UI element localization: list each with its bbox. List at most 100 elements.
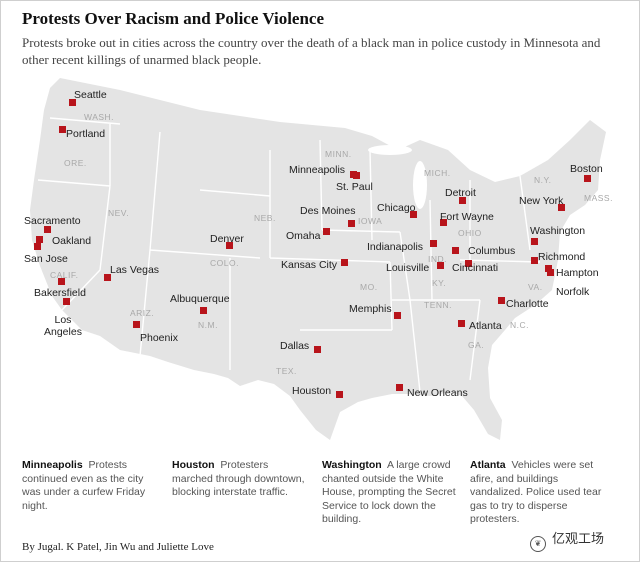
watermark-text: 亿观工场 (552, 531, 605, 546)
city-marker (458, 320, 465, 327)
city-marker (44, 226, 51, 233)
city-marker (531, 257, 538, 264)
city-marker (104, 274, 111, 281)
state-label: TENN. (424, 300, 452, 310)
state-label: WASH. (84, 112, 115, 122)
city-marker (437, 262, 444, 269)
state-label: N.M. (198, 320, 218, 330)
city-label: Richmond (538, 251, 586, 263)
state-label: MICH. (424, 168, 451, 178)
state-label: GA. (468, 340, 485, 350)
state-label: MO. (360, 282, 378, 292)
state-label: TEX. (276, 366, 297, 376)
city-marker (323, 228, 330, 235)
city-label: Charlotte (506, 298, 549, 310)
city-marker (410, 211, 417, 218)
city-label: Cincinnati (452, 262, 499, 274)
city-label: Hampton (556, 267, 599, 279)
state-label: NEV. (108, 208, 130, 218)
city-label: Washington (530, 225, 586, 237)
city-label: Omaha (286, 230, 321, 242)
city-marker (545, 265, 552, 272)
state-label: ARIZ. (130, 308, 155, 318)
state-label: ORE. (64, 158, 87, 168)
city-label: Memphis (349, 303, 392, 315)
city-label: Bakersfield (34, 287, 86, 299)
note-city: Washington (322, 459, 382, 471)
state-label: N.C. (510, 320, 529, 330)
city-marker (36, 236, 43, 243)
city-marker (353, 172, 360, 179)
city-label: Houston (292, 385, 332, 397)
city-label: Portland (66, 128, 106, 140)
city-marker (459, 197, 466, 204)
city-label: Phoenix (140, 332, 178, 344)
byline: By Jugal. K Patel, Jin Wu and Juliette L… (22, 541, 214, 553)
city-label: Des Moines (300, 205, 356, 217)
note-city: Atlanta (470, 459, 506, 471)
wechat-icon: ❦ (530, 536, 546, 552)
lake-superior (368, 145, 412, 155)
lake-michigan (413, 161, 427, 209)
note-houston: Houston Protesters marched through downt… (172, 459, 307, 500)
city-label: Oakland (52, 235, 92, 247)
city-label: Atlanta (469, 320, 502, 332)
note-city: Houston (172, 459, 215, 471)
state-label: OHIO (458, 228, 482, 238)
state-label: MASS. (584, 193, 613, 203)
city-marker (336, 391, 343, 398)
note-city: Minneapolis (22, 459, 83, 471)
city-label: St. Paul (336, 181, 373, 193)
state-label: IND. (428, 254, 447, 264)
state-label: N.Y. (534, 175, 552, 185)
city-marker (69, 99, 76, 106)
city-marker (348, 220, 355, 227)
city-marker (133, 321, 140, 328)
city-label: Boston (570, 163, 603, 175)
state-borders (37, 117, 541, 393)
city-label: Kansas City (281, 259, 338, 271)
city-label: Denver (210, 233, 244, 245)
city-marker (531, 238, 538, 245)
state-label: NEB. (254, 213, 276, 223)
city-marker (341, 259, 348, 266)
note-text: A large crowd chanted outside the White … (322, 459, 456, 525)
city-marker (547, 269, 554, 276)
city-label: Columbus (468, 245, 516, 257)
page-subtitle: Protests broke out in cities across the … (22, 35, 601, 67)
city-marker (59, 126, 66, 133)
city-label: New York (519, 195, 564, 207)
city-marker (430, 240, 437, 247)
city-label: Los Angeles (44, 314, 82, 338)
city-marker (498, 297, 505, 304)
city-label: San Jose (24, 253, 68, 265)
city-label: Chicago (377, 202, 416, 214)
city-label: Las Vegas (110, 264, 160, 276)
city-label: Detroit (445, 187, 476, 199)
note-minneapolis: Minneapolis Protests continued even as t… (22, 459, 157, 513)
city-label: Louisville (386, 262, 430, 274)
city-label: Dallas (280, 340, 310, 352)
note-atlanta: Atlanta Vehicles were set afire, and bui… (470, 459, 610, 527)
city-marker (452, 247, 459, 254)
city-label: Fort Wayne (440, 211, 494, 223)
city-marker (314, 346, 321, 353)
city-marker (396, 384, 403, 391)
city-marker (34, 243, 41, 250)
city-marker (200, 307, 207, 314)
city-marker (584, 175, 591, 182)
city-label: Seattle (74, 89, 107, 101)
city-label: Norfolk (556, 286, 590, 298)
city-marker (440, 219, 447, 226)
city-label: Albuquerque (170, 293, 230, 305)
city-label: New Orleans (407, 387, 468, 399)
state-label: KY. (432, 278, 447, 288)
city-marker (226, 242, 233, 249)
watermark: ❦ 亿观工场 (530, 528, 604, 552)
state-label: VA. (528, 282, 543, 292)
city-marker (63, 298, 70, 305)
state-label: MINN. (325, 149, 352, 159)
city-marker (558, 204, 565, 211)
city-marker (465, 260, 472, 267)
